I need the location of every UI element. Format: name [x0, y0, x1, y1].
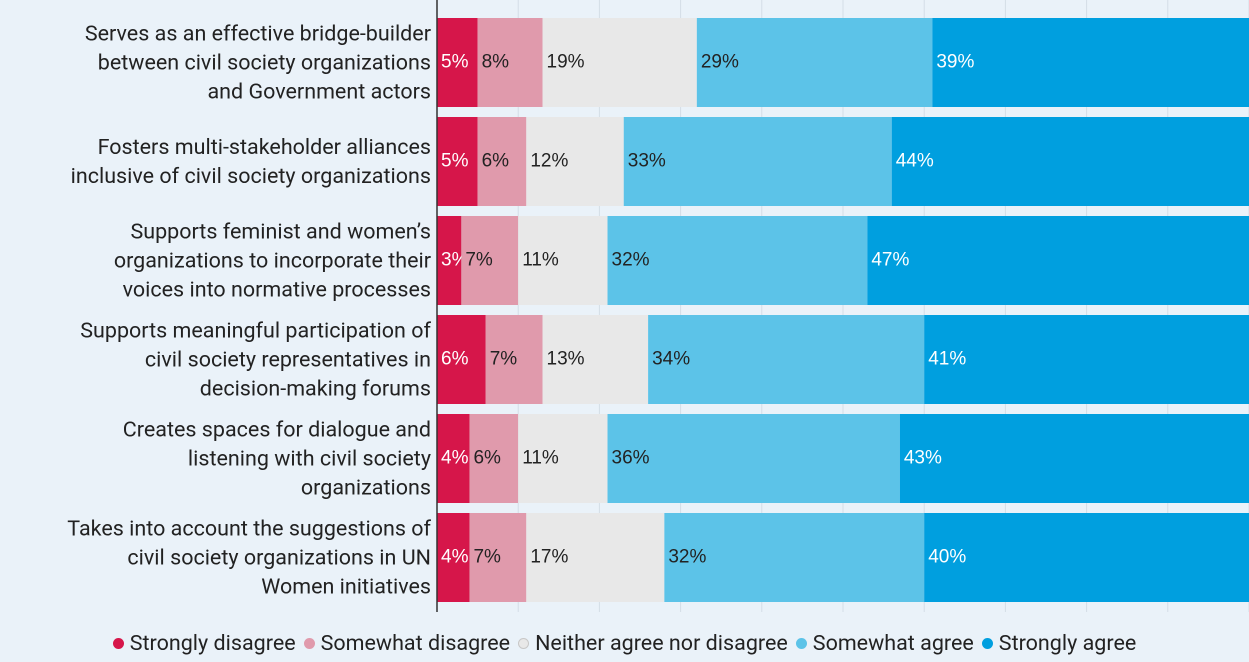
bar-segment	[518, 216, 608, 305]
bar-segment	[437, 18, 478, 107]
bar-segment	[461, 216, 519, 305]
data-label: 8%	[482, 52, 510, 73]
data-label: 5%	[441, 151, 469, 172]
data-label: 39%	[936, 52, 974, 73]
legend-label: Somewhat disagree	[320, 631, 511, 656]
data-label: 17%	[530, 547, 568, 568]
bar-segment	[924, 315, 1249, 404]
legend-item: Somewhat agree	[795, 631, 974, 656]
legend-swatch	[112, 638, 124, 649]
legend-swatch	[795, 638, 807, 649]
legend-item: Neither agree nor disagree	[518, 631, 788, 656]
bar-segment	[924, 513, 1249, 602]
bar-segment	[542, 18, 697, 107]
bar-segment	[437, 216, 462, 305]
data-label: 44%	[896, 151, 934, 172]
bar-segment	[469, 414, 519, 503]
data-label: 41%	[928, 349, 966, 370]
data-label: 6%	[441, 349, 469, 370]
legend-label: Strongly disagree	[129, 631, 296, 656]
data-label: 12%	[530, 151, 568, 172]
data-label: 6%	[482, 151, 510, 172]
category-label: Fosters multi-stakeholder alliances incl…	[70, 134, 431, 189]
bar-segment	[623, 117, 892, 206]
data-label: 19%	[547, 52, 585, 73]
bar-segment	[867, 216, 1249, 305]
legend-item: Somewhat disagree	[303, 631, 511, 656]
category-label: Creates spaces for dialogue and listenin…	[122, 417, 431, 500]
legend-item: Strongly disagree	[112, 631, 296, 656]
bar-segment	[542, 315, 649, 404]
data-label: 4%	[441, 448, 469, 469]
data-label: 47%	[871, 250, 909, 271]
data-label: 11%	[522, 250, 559, 271]
bar-segment	[437, 117, 478, 206]
bar-segment	[696, 18, 933, 107]
data-label: 32%	[668, 547, 706, 568]
data-label: 29%	[701, 52, 739, 73]
data-label: 43%	[904, 448, 942, 469]
bar-segment	[485, 315, 543, 404]
bar-segment	[932, 18, 1249, 107]
bar-segment	[437, 513, 470, 602]
data-label: 11%	[522, 448, 559, 469]
bar-segment	[526, 117, 624, 206]
data-label: 36%	[612, 448, 650, 469]
bar-segment	[526, 513, 665, 602]
category-label: Supports feminist and women’s organizati…	[113, 219, 431, 302]
bar-segment	[607, 414, 900, 503]
bar-segment	[437, 315, 486, 404]
data-label: 13%	[547, 349, 585, 370]
data-label: 40%	[928, 547, 966, 568]
data-label: 6%	[473, 448, 501, 469]
legend-label: Somewhat agree	[812, 631, 974, 656]
bar-segment	[899, 414, 1249, 503]
bar-segment	[664, 513, 925, 602]
data-label: 7%	[473, 547, 501, 568]
legend-swatch	[303, 638, 315, 649]
data-label: 33%	[628, 151, 666, 172]
bar-segment	[477, 18, 543, 107]
data-label: 34%	[652, 349, 690, 370]
bar-segment	[518, 414, 608, 503]
bar-segment	[437, 414, 470, 503]
bar-segment	[477, 117, 527, 206]
bars: 5% 8% 19% 29% 39%5% 6% 12% 33% 44%3%7% 11% 32% 47%6…	[437, 18, 1249, 602]
bar-segment	[607, 216, 868, 305]
legend: Strongly disagree Somewhat disagree Neithe…	[0, 631, 1249, 656]
category-label: Takes into account the suggestions of ci…	[67, 516, 431, 599]
legend-item: Strongly agree	[981, 631, 1137, 656]
legend-swatch	[518, 638, 530, 649]
legend-swatch	[981, 638, 993, 649]
legend-label: Strongly agree	[998, 631, 1137, 656]
data-label: 7%	[465, 250, 493, 271]
bar-segment	[648, 315, 925, 404]
category-label: Supports meaningful participation of civ…	[80, 318, 431, 401]
data-label: 32%	[612, 250, 650, 271]
data-label: 7%	[490, 349, 518, 370]
data-label: 5%	[441, 52, 469, 73]
bar-segment	[891, 117, 1249, 206]
category-label: Serves as an effective bridge-builder be…	[84, 21, 431, 104]
bar-segment	[469, 513, 527, 602]
legend-label: Neither agree nor disagree	[535, 631, 788, 656]
data-label: 4%	[441, 547, 469, 568]
